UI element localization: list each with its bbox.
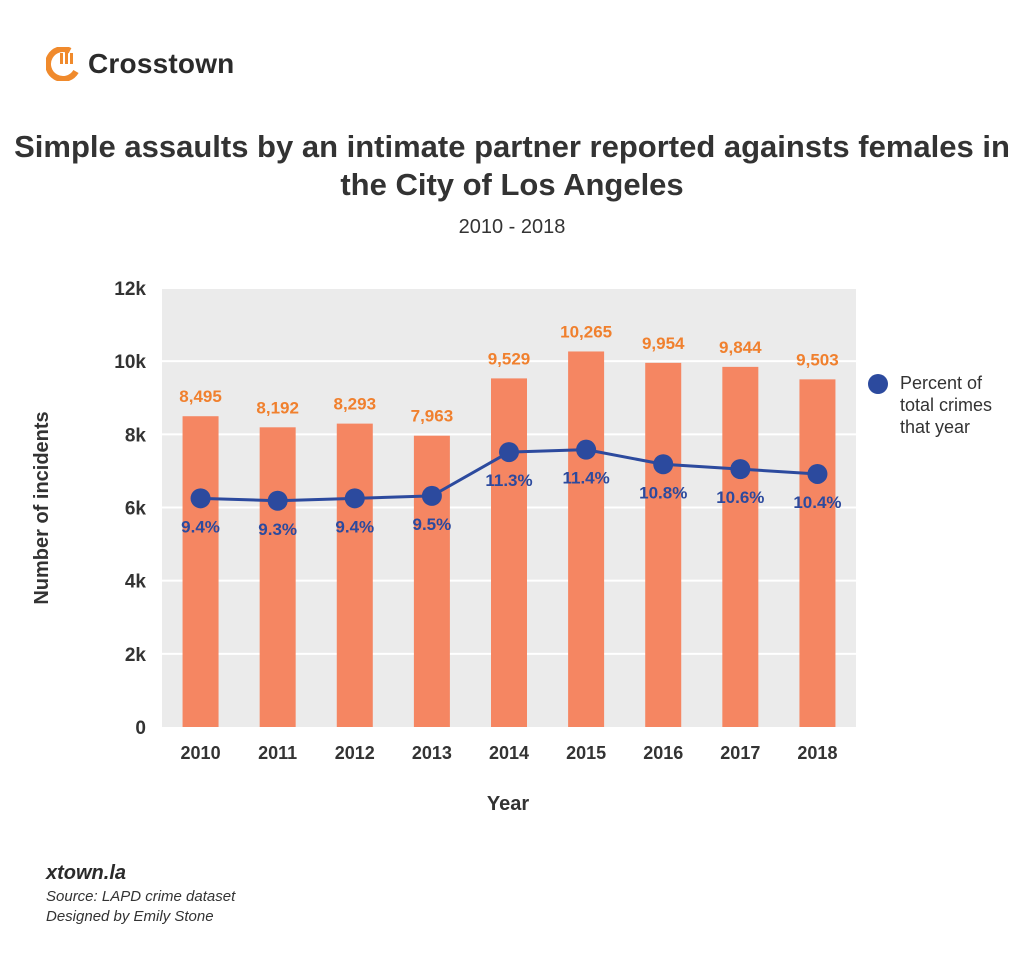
bar — [645, 362, 682, 727]
bar-value-label: 8,495 — [179, 387, 222, 406]
y-tick-label: 2k — [125, 645, 147, 666]
y-tick-label: 12k — [114, 279, 146, 300]
bar-value-label: 10,265 — [560, 322, 612, 341]
percent-point — [730, 459, 751, 480]
bar — [491, 378, 527, 727]
footer-site: xtown.la — [46, 862, 127, 884]
bar — [336, 423, 373, 727]
x-tick-label: 2016 — [643, 743, 683, 763]
x-tick-label: 2015 — [566, 743, 606, 763]
percent-point — [190, 488, 211, 509]
bar-value-label: 9,844 — [719, 338, 762, 357]
legend-marker — [868, 374, 888, 394]
percent-point — [421, 485, 442, 506]
bar — [722, 366, 759, 727]
percent-label: 10.4% — [793, 493, 841, 512]
bar — [413, 435, 450, 727]
x-tick-label: 2010 — [181, 743, 221, 763]
bar — [182, 416, 219, 727]
footer: xtown.la Source: LAPD crime dataset Desi… — [46, 862, 235, 925]
percent-label: 9.4% — [335, 517, 374, 536]
bar-value-label: 8,192 — [256, 398, 299, 417]
chart-subtitle: 2010 - 2018 — [458, 216, 566, 238]
x-tick-label: 2017 — [720, 743, 760, 763]
percent-point — [344, 488, 365, 509]
bar-value-label: 8,293 — [334, 395, 377, 414]
percent-point — [576, 439, 597, 460]
footer-source: Source: LAPD crime dataset — [46, 888, 236, 905]
x-tick-label: 2014 — [489, 743, 529, 763]
bar — [259, 427, 296, 727]
y-tick-label: 6k — [125, 499, 147, 520]
y-tick-label: 0 — [135, 718, 146, 739]
x-tick-label: 2013 — [412, 743, 452, 763]
legend: Percent of total crimes that year — [868, 372, 1010, 438]
percent-label: 11.4% — [562, 469, 609, 488]
percent-point — [653, 454, 674, 475]
bar-value-label: 7,963 — [411, 407, 454, 426]
x-axis-label: Year — [487, 793, 529, 815]
percent-point — [267, 490, 288, 511]
footer-designer: Designed by Emily Stone — [46, 908, 214, 925]
percent-label: 9.5% — [413, 515, 452, 534]
y-tick-label: 4k — [125, 572, 147, 593]
bar — [568, 351, 605, 727]
percent-label: 10.6% — [716, 488, 764, 507]
chart-title: Simple assaults by an intimate partner r… — [14, 129, 1010, 202]
y-tick-label: 10k — [114, 352, 146, 373]
percent-label: 10.8% — [639, 483, 687, 502]
legend-label: Percent of total crimes that year — [900, 373, 993, 437]
logo-text: Crosstown — [88, 48, 235, 79]
bar-value-label: 9,503 — [796, 350, 839, 369]
crosstown-c-icon — [46, 47, 80, 81]
bar — [799, 379, 836, 727]
x-tick-label: 2011 — [258, 743, 297, 763]
percent-label: 9.3% — [258, 520, 297, 539]
x-tick-label: 2012 — [335, 743, 375, 763]
x-tick-label: 2018 — [797, 743, 837, 763]
percent-label: 9.4% — [181, 517, 220, 536]
crosstown-logo[interactable]: Crosstown — [46, 44, 234, 84]
y-axis-label: Number of incidents — [31, 411, 53, 604]
percent-label: 11.3% — [485, 471, 532, 490]
bar-value-label: 9,529 — [488, 349, 531, 368]
percent-point — [499, 442, 519, 463]
y-tick-label: 8k — [125, 425, 147, 446]
percent-point — [807, 463, 828, 484]
bar-value-label: 9,954 — [642, 334, 685, 353]
